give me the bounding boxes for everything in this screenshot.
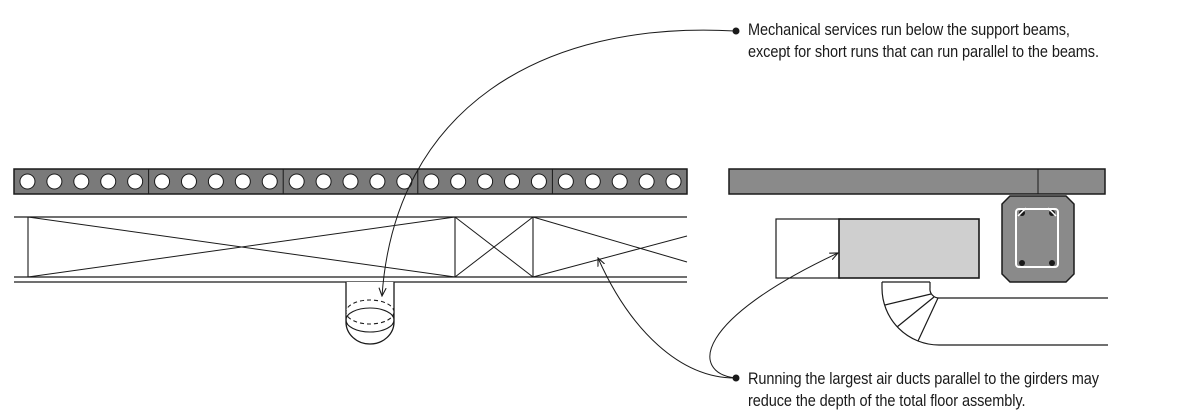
concrete-slab <box>728 168 1106 195</box>
plank-core <box>100 173 117 190</box>
duct-elbow <box>881 281 1108 346</box>
plank-core <box>73 173 90 190</box>
plank-core <box>180 173 197 190</box>
leader-bottom <box>598 253 838 382</box>
plank-core <box>530 173 547 190</box>
annotation-bottom-line-2: reduce the depth of the total floor asse… <box>748 392 1026 410</box>
air-duct-parallel <box>775 218 980 279</box>
plank-core <box>477 173 494 190</box>
plank-core <box>557 173 574 190</box>
plank-core <box>315 173 332 190</box>
plank-core <box>127 173 144 190</box>
plank-core <box>423 173 440 190</box>
plank-core <box>665 173 682 190</box>
plank-core <box>584 173 601 190</box>
leader-top <box>382 27 740 297</box>
plank-core <box>342 173 359 190</box>
plank-core <box>504 173 521 190</box>
plank-core <box>638 173 655 190</box>
annotation-services-below-beams: Mechanical services run below the suppor… <box>748 19 1099 63</box>
annotation-ducts-parallel-girders: Running the largest air ducts parallel t… <box>748 368 1099 412</box>
open-web-joist <box>14 216 688 283</box>
hollow-core-plank <box>13 168 688 195</box>
annotation-top-line-2: except for short runs that can run paral… <box>748 43 1099 61</box>
annotation-top-line-1: Mechanical services run below the suppor… <box>748 21 1070 39</box>
plank-core <box>207 173 224 190</box>
annotation-bottom-line-1: Running the largest air ducts parallel t… <box>748 370 1099 388</box>
plank-core <box>261 173 278 190</box>
plank-core <box>154 173 171 190</box>
plank-core <box>611 173 628 190</box>
plank-core <box>19 173 36 190</box>
plank-cores <box>19 173 682 190</box>
plank-core <box>369 173 386 190</box>
plank-core <box>288 173 305 190</box>
plank-core <box>46 173 63 190</box>
duct-below-joist <box>345 282 395 345</box>
plank-core <box>450 173 467 190</box>
concrete-girder <box>1001 195 1075 283</box>
plank-core <box>234 173 251 190</box>
plank-joints <box>148 169 553 194</box>
